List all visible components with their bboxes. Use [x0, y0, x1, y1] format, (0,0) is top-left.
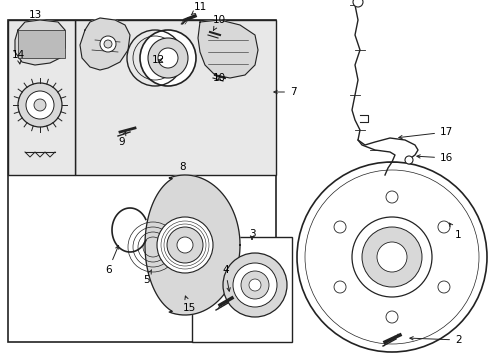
Circle shape	[158, 48, 178, 68]
Text: 3: 3	[248, 229, 255, 239]
Text: 13: 13	[28, 10, 41, 20]
Circle shape	[26, 91, 54, 119]
Text: 17: 17	[398, 127, 452, 139]
Circle shape	[333, 221, 346, 233]
Circle shape	[351, 217, 431, 297]
Text: 5: 5	[142, 270, 151, 285]
Bar	[8, 20, 75, 175]
Circle shape	[248, 279, 261, 291]
Circle shape	[223, 253, 286, 317]
Text: 6: 6	[105, 246, 119, 275]
Circle shape	[100, 36, 116, 52]
Text: 12: 12	[152, 55, 165, 65]
Polygon shape	[80, 18, 130, 70]
Text: 15: 15	[183, 296, 196, 313]
Circle shape	[241, 271, 268, 299]
Bar	[192, 237, 291, 342]
Text: 4: 4	[222, 265, 230, 291]
Bar	[18, 30, 65, 58]
Text: 2: 2	[409, 335, 461, 345]
Circle shape	[437, 221, 449, 233]
Circle shape	[148, 38, 187, 78]
Polygon shape	[198, 20, 258, 78]
Circle shape	[157, 217, 213, 273]
Text: 14: 14	[12, 50, 25, 64]
Bar	[8, 20, 275, 342]
Text: 11: 11	[191, 2, 207, 15]
Text: 10: 10	[213, 15, 225, 30]
Bar	[75, 20, 275, 175]
Circle shape	[167, 227, 203, 263]
Circle shape	[333, 281, 346, 293]
Text: 7: 7	[273, 87, 296, 97]
Circle shape	[352, 0, 362, 7]
Circle shape	[404, 156, 412, 164]
Circle shape	[376, 242, 406, 272]
Circle shape	[177, 237, 193, 253]
Circle shape	[385, 311, 397, 323]
Circle shape	[437, 281, 449, 293]
Circle shape	[296, 162, 486, 352]
Text: 10: 10	[213, 73, 225, 83]
Polygon shape	[15, 20, 65, 65]
Text: 1: 1	[448, 223, 461, 240]
Polygon shape	[145, 175, 240, 315]
Circle shape	[104, 40, 112, 48]
Text: 9: 9	[118, 131, 125, 147]
Text: 8: 8	[179, 162, 186, 172]
Circle shape	[232, 263, 276, 307]
Circle shape	[34, 99, 46, 111]
Circle shape	[18, 83, 62, 127]
Circle shape	[385, 191, 397, 203]
Text: 16: 16	[416, 153, 452, 163]
Circle shape	[140, 30, 196, 86]
Circle shape	[361, 227, 421, 287]
